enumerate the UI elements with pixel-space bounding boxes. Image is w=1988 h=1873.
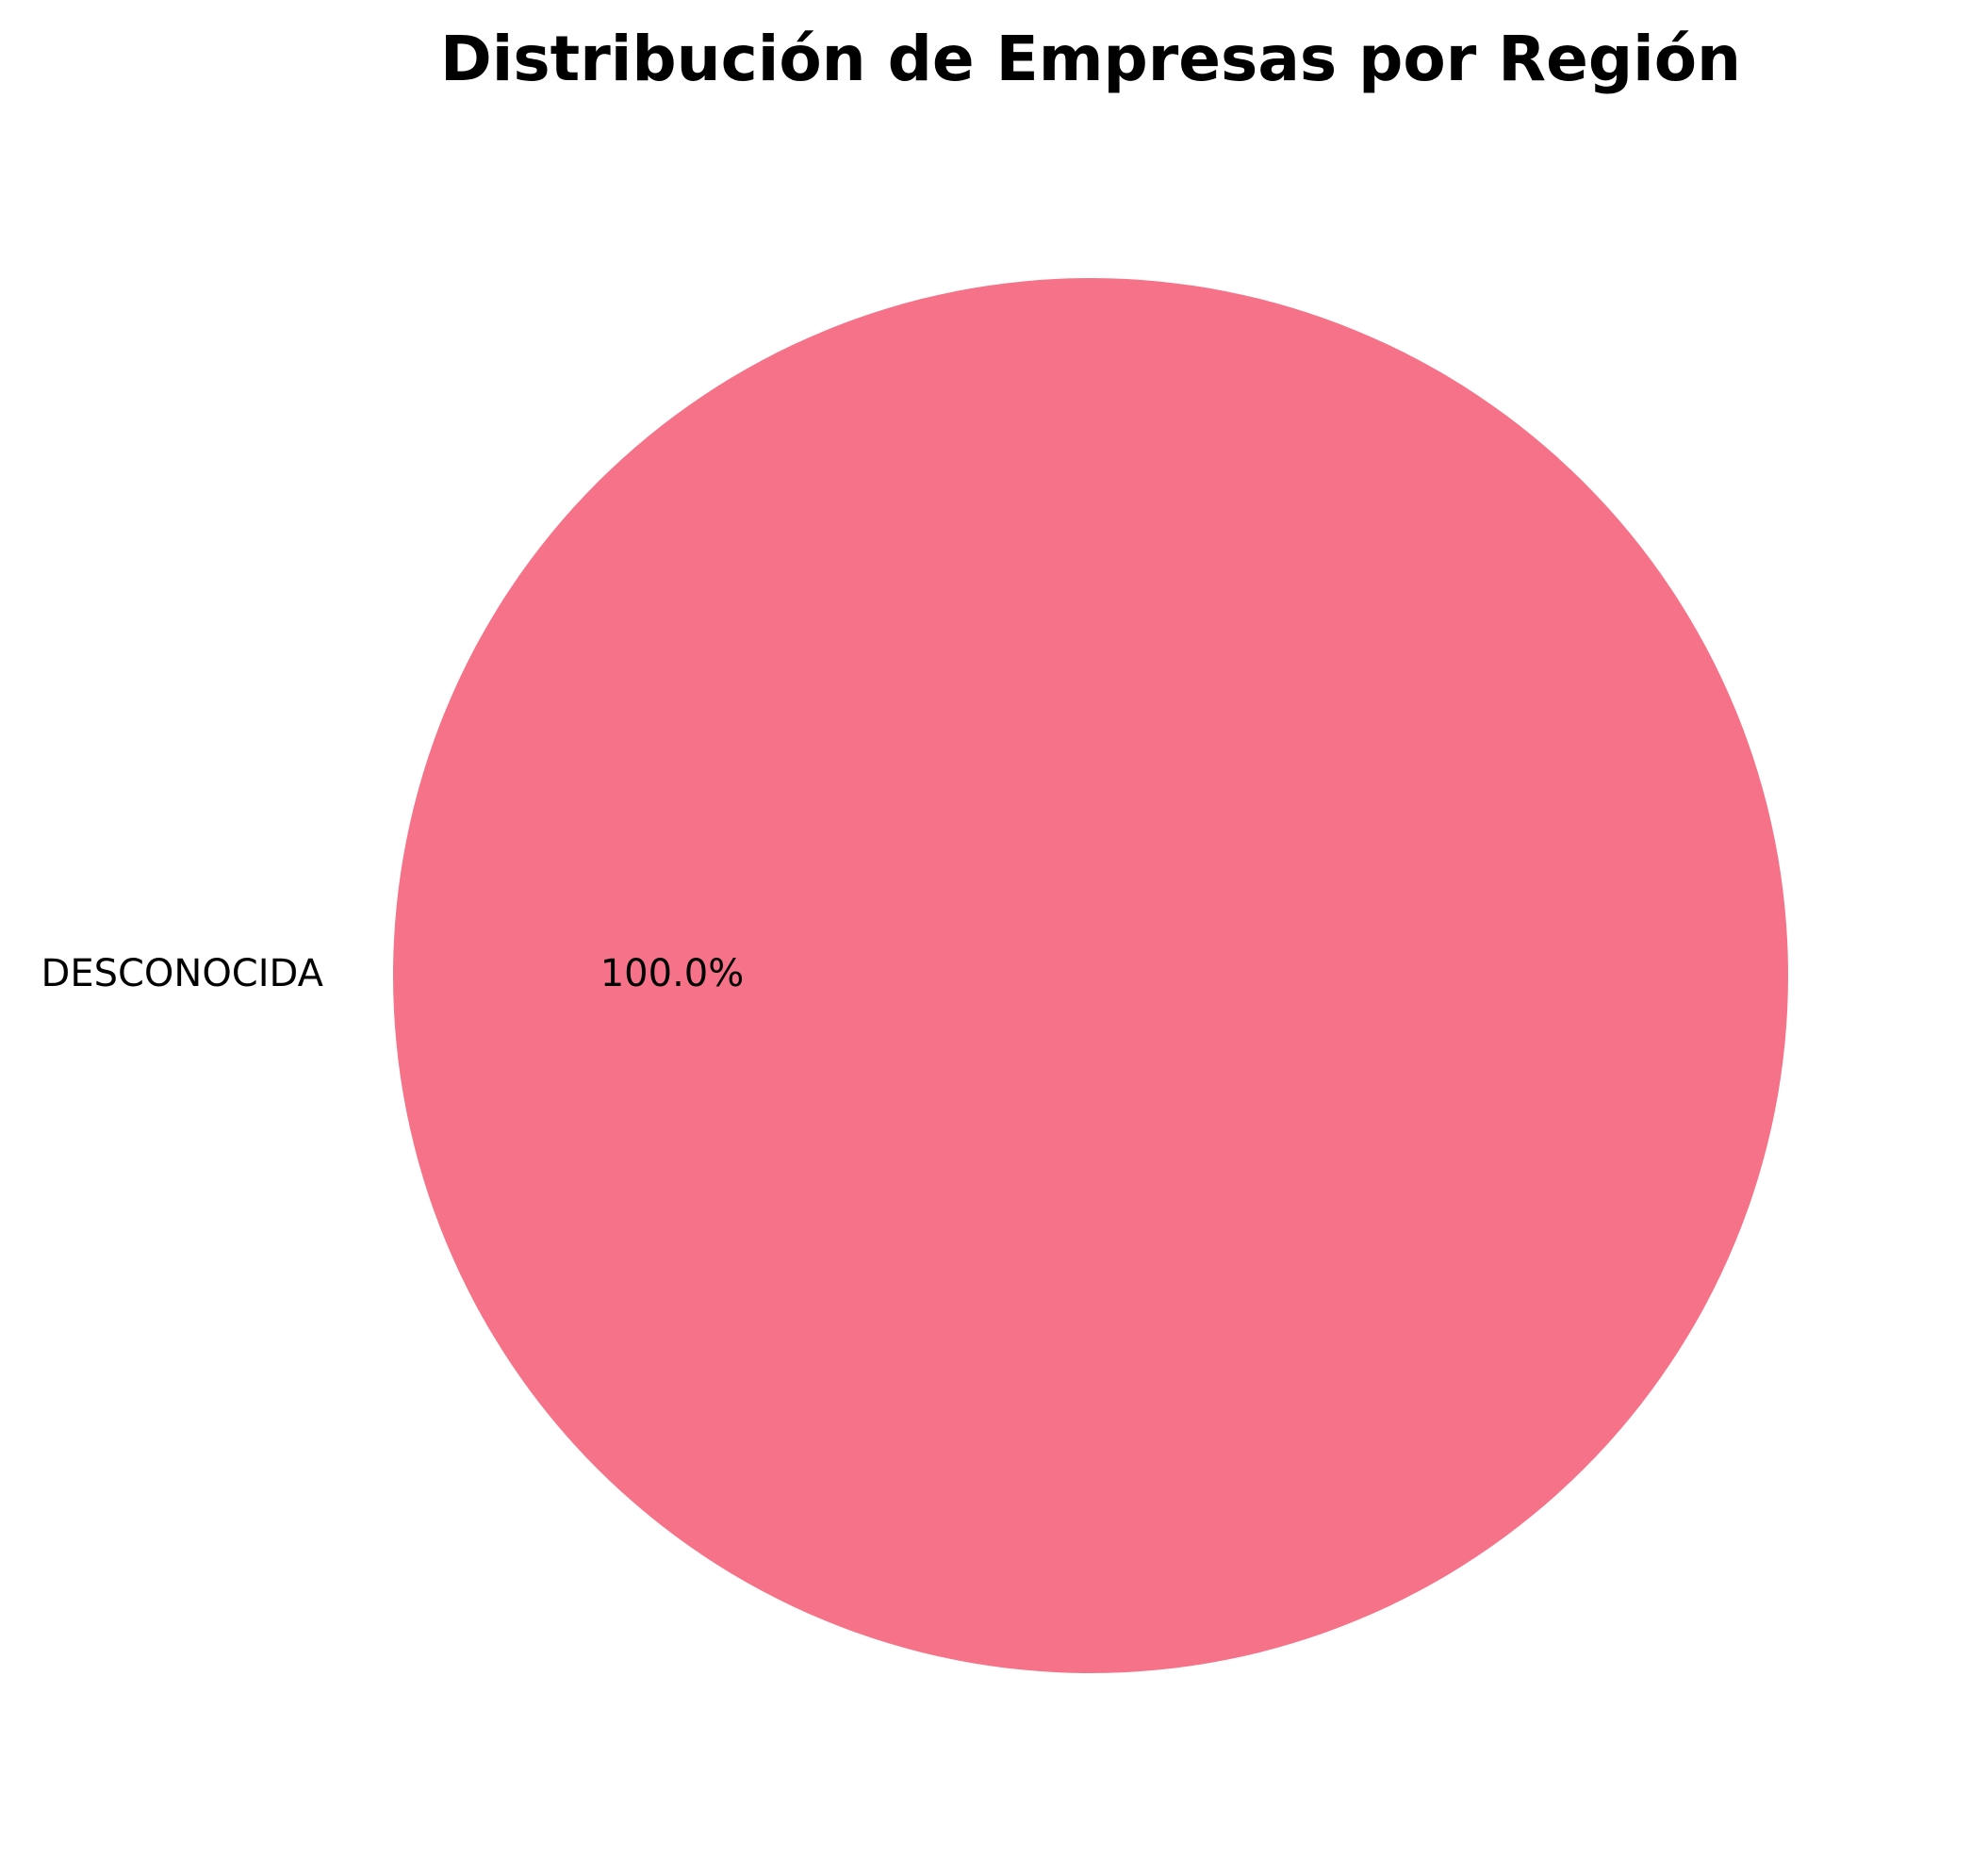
pie-labels: DESCONOCIDA 100.0% — [41, 952, 745, 995]
pie-slices — [393, 278, 1788, 1673]
percent-label: 100.0% — [600, 952, 745, 995]
pie-slice-desconocida — [393, 278, 1788, 1673]
slice-label: DESCONOCIDA — [41, 952, 324, 995]
chart-title: Distribución de Empresas por Región — [440, 23, 1741, 95]
